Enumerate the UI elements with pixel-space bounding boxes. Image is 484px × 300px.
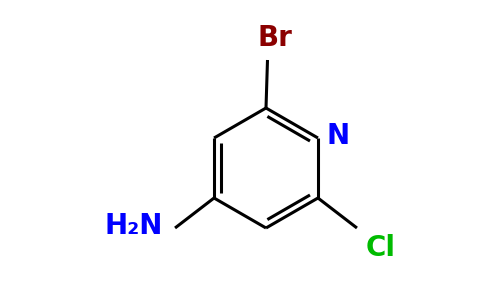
Text: N: N: [326, 122, 349, 150]
Text: Br: Br: [257, 25, 292, 52]
Text: Cl: Cl: [366, 234, 396, 262]
Text: H₂N: H₂N: [105, 212, 163, 241]
